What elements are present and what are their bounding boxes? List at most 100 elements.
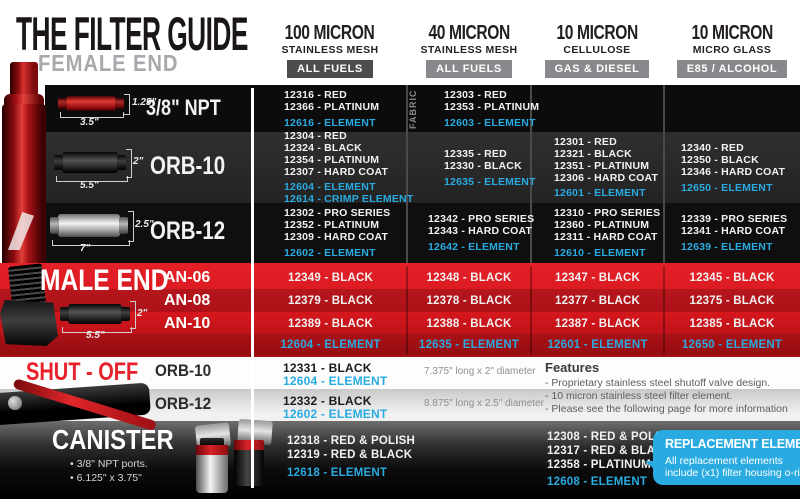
measurement-line [60, 112, 124, 118]
row-label-orb12: ORB-12 [150, 217, 226, 245]
male-width-dim: 5.5" [86, 330, 105, 341]
part-number: 12340 - RED [681, 141, 744, 154]
row-label-orb10: ORB-10 [150, 152, 226, 180]
element-part-number: 12616 - ELEMENT [284, 116, 376, 129]
part-number: 12339 - PRO SERIES [681, 213, 788, 225]
measurement-line [62, 327, 132, 333]
shutoff-orb12-dims: 8.875" long x 2.5" diameter [424, 398, 544, 409]
part-number: 12301 - RED [554, 136, 617, 148]
part-number: 12311 - HARD COAT [554, 231, 658, 243]
part-number: 12350 - BLACK [681, 153, 759, 166]
measurement-line [52, 240, 130, 246]
table-main-divider [251, 88, 254, 488]
an-fitting-photo-body [0, 300, 58, 346]
measurement-line [124, 94, 130, 115]
part-number: 12342 - PRO SERIES [428, 213, 535, 225]
part-number: 12316 - RED [284, 88, 347, 101]
part-number: 12304 - RED [284, 130, 347, 142]
cell-orb10-microglass: 12340 - RED 12350 - BLACK 12346 - HARD C… [665, 132, 800, 203]
cell-orb10-100micron: 12304 - RED 12324 - BLACK 12354 - PLATIN… [254, 130, 436, 205]
part-number: 12345 - BLACK [689, 271, 775, 284]
orb10-filter-image [62, 152, 118, 173]
element-part-number: 12614 - CRIMP ELEMENT [284, 193, 414, 205]
part-number: 12302 - PRO SERIES [284, 207, 391, 219]
part-number: 12379 - BLACK [287, 294, 374, 307]
features-block: Features - Proprietary stainless steel s… [545, 360, 788, 416]
part-number: 12308 - RED & POLISH [547, 431, 675, 443]
male-filter-image [68, 304, 122, 324]
black-canister-photo [234, 450, 264, 486]
row-orb10-background [45, 132, 800, 203]
part-number: 12321 - BLACK [554, 148, 632, 160]
part-number: 12358 - PLATINUM [547, 459, 651, 471]
column-divider [406, 266, 408, 354]
bullet-item: • 6.125" x 3.75" [70, 472, 142, 484]
shutoff-title: SHUT - OFF [26, 358, 139, 386]
part-number: 12348 - BLACK [426, 271, 512, 284]
shutoff-row-label-orb12: ORB-12 [155, 394, 212, 413]
cell-orb12-cellulose: 12310 - PRO SERIES 12360 - PLATINUM 1231… [532, 203, 685, 263]
npt-filter-image [66, 96, 116, 111]
male-end-title: MALE END [40, 264, 169, 297]
canister-bullets: • 3/8" NPT ports. • 6.125" x 3.75" [70, 457, 148, 485]
canister-red-band [196, 445, 228, 455]
canister-red-cap [234, 440, 264, 452]
feature-item: - Please see the following page for more… [545, 403, 788, 415]
column-divider [663, 85, 665, 263]
part-number: 12341 - HARD COAT [681, 225, 786, 237]
canister-title: CANISTER [52, 424, 174, 455]
row-label-an06: AN-06 [164, 269, 211, 286]
column-header-10micron-microglass: 10 MICRON MICRO GLASS E85 / ALCOHOL [652, 22, 800, 78]
an10-row: 12389 - BLACK 12388 - BLACK 12387 - BLAC… [254, 312, 800, 335]
feature-item: - 10 micron stainless steel filter eleme… [545, 390, 733, 402]
row-label-an08: AN-08 [164, 292, 211, 309]
element-part-number: 12635 - ELEMENT [444, 175, 536, 188]
part-number: 12352 - PLATINUM [284, 219, 380, 231]
part-number: 12388 - BLACK [426, 317, 512, 330]
shutoff-orb10-dims: 7.375" long x 2" diameter [424, 366, 536, 377]
element-part-number: 12618 - ELEMENT [287, 467, 388, 479]
element-part-number: 12639 - ELEMENT [681, 241, 773, 253]
element-part-number: 12650 - ELEMENT [681, 339, 783, 351]
column-header-40micron: 40 MICRON STAINLESS MESH ALL FUELS [389, 22, 549, 78]
part-number: 12324 - BLACK [284, 142, 362, 154]
cell-orb12-microglass: 12339 - PRO SERIES 12341 - HARD COAT 126… [665, 203, 800, 263]
part-number: 12309 - HARD COAT [284, 231, 389, 243]
orb10-width-dim: 5.5" [80, 180, 99, 191]
female-end-subtitle: FEMALE END [38, 50, 179, 76]
features-title: Features [545, 360, 600, 375]
red-filter-photo-body [2, 104, 46, 292]
page-title-text: THE FILTER GUIDE [16, 7, 248, 60]
row-orb12-background [45, 203, 800, 263]
bullet-item: • 3/8" NPT ports. [70, 458, 148, 470]
element-part-number: 12608 - ELEMENT [547, 476, 648, 488]
element-part-number: 12610 - ELEMENT [554, 247, 646, 259]
cell-npt-100micron: 12316 - RED 12366 - PLATINUM 12616 - ELE… [254, 85, 436, 132]
part-number: 12377 - BLACK [554, 294, 641, 307]
cell-orb12-100micron: 12302 - PRO SERIES 12352 - PLATINUM 1230… [254, 203, 436, 263]
orb10-height-dim: 2" [133, 156, 144, 167]
measurement-line [128, 211, 134, 242]
part-number: 12317 - RED & BLACK [547, 445, 673, 457]
part-number: 12378 - BLACK [426, 294, 512, 307]
measurement-line [130, 301, 136, 329]
fuel-badge: ALL FUELS [287, 60, 373, 78]
npt-width-dim: 3.5" [80, 117, 99, 128]
column-divider [406, 85, 408, 263]
bullet-dot: • [70, 472, 77, 484]
part-number: 12360 - PLATINUM [554, 219, 650, 231]
bullet-dot: • [70, 458, 77, 470]
element-part-number: 12635 - ELEMENT [418, 339, 520, 351]
column-divider [663, 266, 665, 354]
npt-height-dim: 1.25" [132, 97, 157, 108]
element-part-number: 12602 - ELEMENT [284, 247, 376, 259]
male-end-section-background [0, 263, 800, 357]
part-number: 12319 - RED & BLACK [287, 449, 413, 461]
measurement-line [56, 176, 128, 182]
element-part-number: 12602 - ELEMENT [283, 407, 388, 421]
cell-orb10-cellulose: 12301 - RED 12321 - BLACK 12351 - PLATIN… [532, 132, 685, 203]
part-number: 12310 - PRO SERIES [554, 207, 661, 219]
orb12-height-dim: 2.5" [135, 219, 154, 230]
